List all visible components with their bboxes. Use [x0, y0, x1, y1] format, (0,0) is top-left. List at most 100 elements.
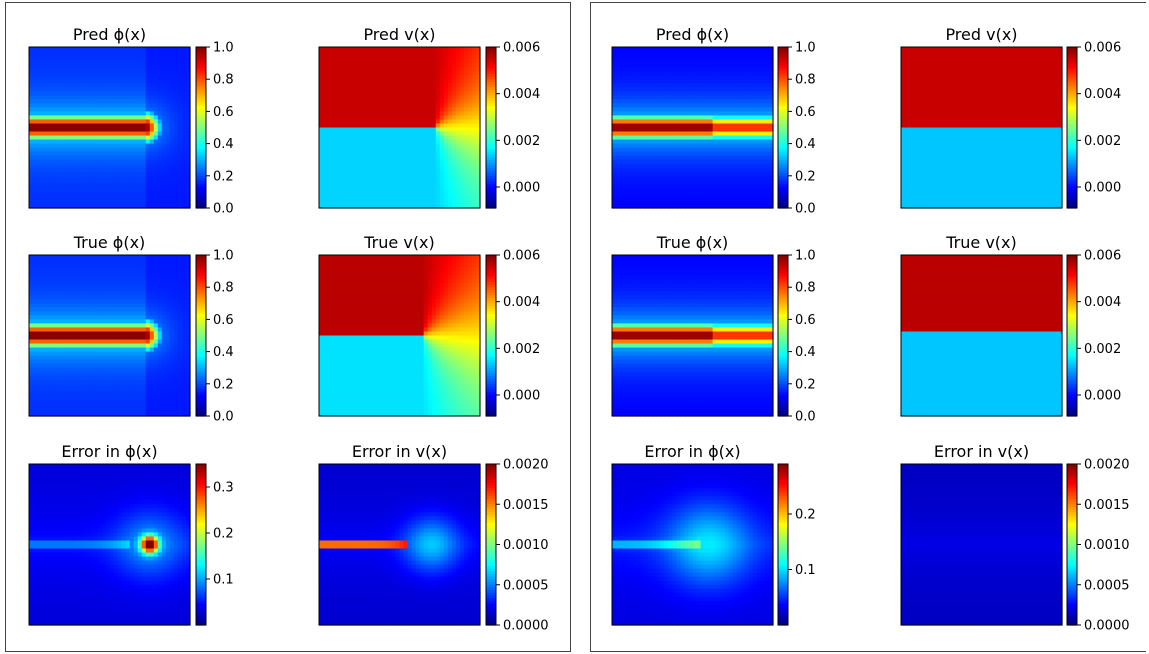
heatmap-cell	[367, 91, 372, 96]
heatmap-cell	[169, 283, 175, 288]
heatmap-cell	[69, 151, 74, 157]
heatmap-cell	[323, 47, 328, 52]
heatmap-cell	[387, 175, 393, 181]
heatmap-cell	[165, 407, 171, 413]
heatmap-cell	[331, 107, 336, 113]
heatmap-cell	[65, 55, 70, 60]
heatmap-cell	[93, 67, 99, 72]
heatmap-cell	[73, 399, 78, 405]
heatmap-cell	[85, 171, 90, 177]
heatmap-cell	[137, 139, 143, 145]
heatmap-cell	[97, 179, 103, 185]
heatmap-cell	[49, 283, 54, 288]
heatmap-cell	[129, 115, 135, 121]
heatmap-cell	[391, 103, 397, 108]
heatmap-cell	[49, 99, 54, 104]
heatmap-cell	[29, 283, 34, 288]
heatmap-cell	[427, 143, 433, 149]
heatmap-cell	[65, 387, 70, 393]
heatmap-cell	[93, 95, 99, 100]
heatmap-cell	[61, 323, 66, 329]
heatmap-cell	[149, 71, 155, 76]
heatmap-cell	[137, 75, 143, 80]
heatmap-cell	[97, 351, 103, 357]
heatmap-cell	[105, 159, 111, 165]
heatmap-cell	[399, 47, 405, 52]
heatmap-cell	[335, 95, 340, 100]
heatmap-cell	[121, 159, 127, 165]
heatmap-cell	[125, 307, 131, 312]
heatmap-cell	[161, 287, 167, 292]
heatmap-cell	[463, 79, 469, 84]
heatmap-cell	[463, 63, 469, 68]
heatmap-cell	[105, 67, 111, 72]
heatmap-cell	[157, 343, 163, 349]
heatmap-cell	[415, 103, 421, 108]
heatmap-cell	[169, 407, 175, 413]
heatmap-cell	[61, 83, 66, 88]
heatmap-cell	[113, 339, 119, 345]
heatmap-cell	[109, 55, 115, 60]
heatmap-cell	[419, 187, 425, 193]
heatmap-cell	[323, 159, 328, 165]
heatmap-cell	[423, 107, 429, 113]
heatmap-cell	[411, 127, 417, 133]
heatmap-cell	[335, 91, 340, 96]
heatmap-cell	[403, 195, 409, 201]
heatmap-cell	[371, 159, 376, 165]
heatmap-cell	[113, 267, 119, 272]
heatmap-cell	[181, 295, 187, 300]
heatmap-cell	[45, 135, 50, 141]
heatmap-cell	[61, 291, 66, 296]
heatmap-cell	[53, 343, 58, 349]
heatmap-cell	[467, 95, 473, 100]
heatmap-cell	[137, 131, 143, 137]
heatmap-cell	[41, 291, 46, 296]
colorbar-segment	[486, 202, 496, 206]
heatmap-cell	[81, 331, 86, 337]
heatmap-cell	[41, 179, 46, 185]
heatmap-cell	[101, 111, 107, 117]
heatmap-cell	[185, 271, 191, 276]
heatmap-cell	[403, 67, 409, 72]
heatmap-cell	[463, 163, 469, 169]
heatmap-cell	[61, 87, 66, 92]
heatmap-cell	[455, 175, 461, 181]
heatmap-cell	[181, 159, 187, 165]
colorbar-segment	[196, 257, 206, 261]
colorbar-segment	[196, 335, 206, 339]
heatmap-cell	[165, 111, 171, 117]
heatmap-cell	[33, 151, 38, 157]
heatmap-cell	[153, 187, 159, 193]
heatmap-cell	[331, 143, 336, 149]
heatmap-cell	[339, 167, 344, 173]
heatmap-cell	[399, 71, 405, 76]
heatmap-cell	[145, 179, 151, 185]
heatmap-cell	[335, 75, 340, 80]
heatmap-cell	[141, 67, 147, 72]
heatmap-cell	[339, 135, 344, 141]
heatmap-cell	[65, 123, 70, 129]
heatmap-cell	[181, 323, 187, 329]
heatmap-cell	[73, 303, 78, 308]
heatmap-cell	[53, 167, 58, 173]
heatmap-cell	[105, 155, 111, 161]
heatmap-cell	[105, 99, 111, 104]
heatmap-cell	[73, 119, 78, 125]
heatmap-cell	[53, 307, 58, 312]
heatmap-cell	[319, 107, 324, 113]
heatmap-cell	[85, 147, 90, 153]
heatmap-cell	[447, 71, 453, 76]
heatmap-cell	[383, 183, 389, 189]
heatmap-cell	[93, 59, 99, 64]
heatmap-cell	[431, 191, 437, 197]
heatmap-cell	[29, 143, 34, 149]
heatmap-cell	[399, 99, 405, 104]
heatmap-cell	[57, 351, 62, 357]
heatmap-cell	[89, 283, 95, 288]
heatmap-cell	[33, 199, 38, 205]
heatmap-cell	[77, 351, 82, 357]
heatmap-cell	[117, 83, 123, 88]
colorbar-segment	[196, 327, 206, 331]
heatmap-cell	[165, 135, 171, 141]
